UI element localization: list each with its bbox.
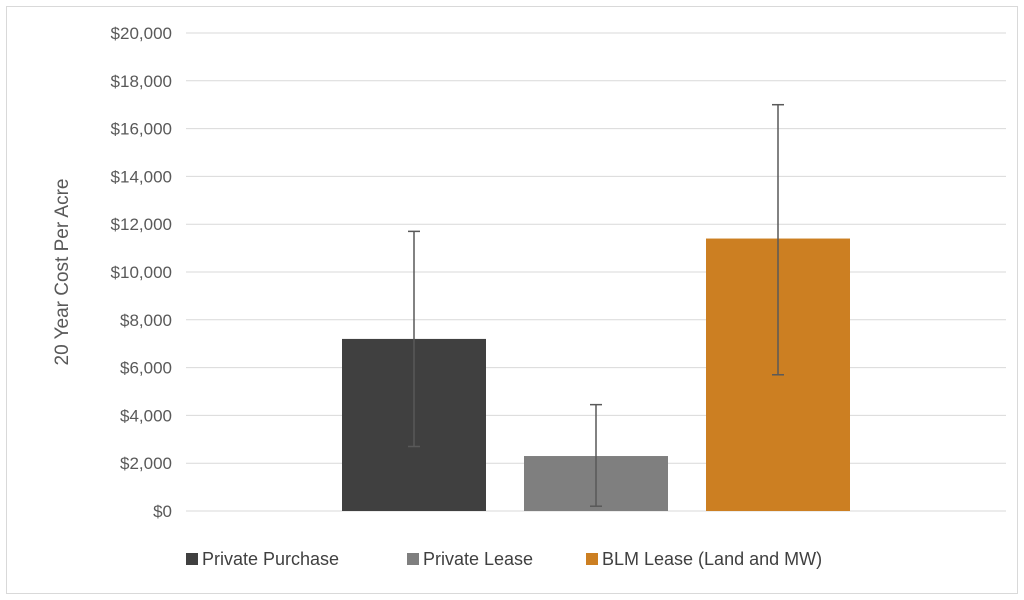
legend-label-2: Private Lease: [423, 549, 533, 569]
y-tick-label: $0: [153, 502, 172, 521]
legend-swatch-1: [186, 553, 198, 565]
error-bars: [408, 103, 784, 507]
y-tick-label: $14,000: [111, 167, 172, 186]
y-tick-label: $18,000: [111, 72, 172, 91]
y-axis-title: 20 Year Cost Per Acre: [52, 179, 73, 366]
legend-label-1: Private Purchase: [202, 549, 339, 569]
y-tick-label: $16,000: [111, 120, 172, 139]
legend-swatch-2: [407, 553, 419, 565]
legend: Private Purchase Private Lease BLM Lease (…: [186, 549, 822, 569]
y-tick-label: $6,000: [120, 359, 172, 378]
y-axis-tick-labels: $0 $2,000 $4,000 $6,000 $8,000 $10,000 $12,000…: [111, 24, 172, 521]
gridlines: [186, 32, 1006, 464]
y-tick-label: $2,000: [120, 454, 172, 473]
y-tick-label: $4,000: [120, 406, 172, 425]
y-tick-label: $8,000: [120, 311, 172, 330]
legend-swatch-3: [586, 553, 598, 565]
legend-label-3: BLM Lease (Land and MW): [602, 549, 822, 569]
y-tick-label: $12,000: [111, 215, 172, 234]
y-tick-label: $10,000: [111, 263, 172, 282]
y-tick-label: $20,000: [111, 24, 172, 43]
